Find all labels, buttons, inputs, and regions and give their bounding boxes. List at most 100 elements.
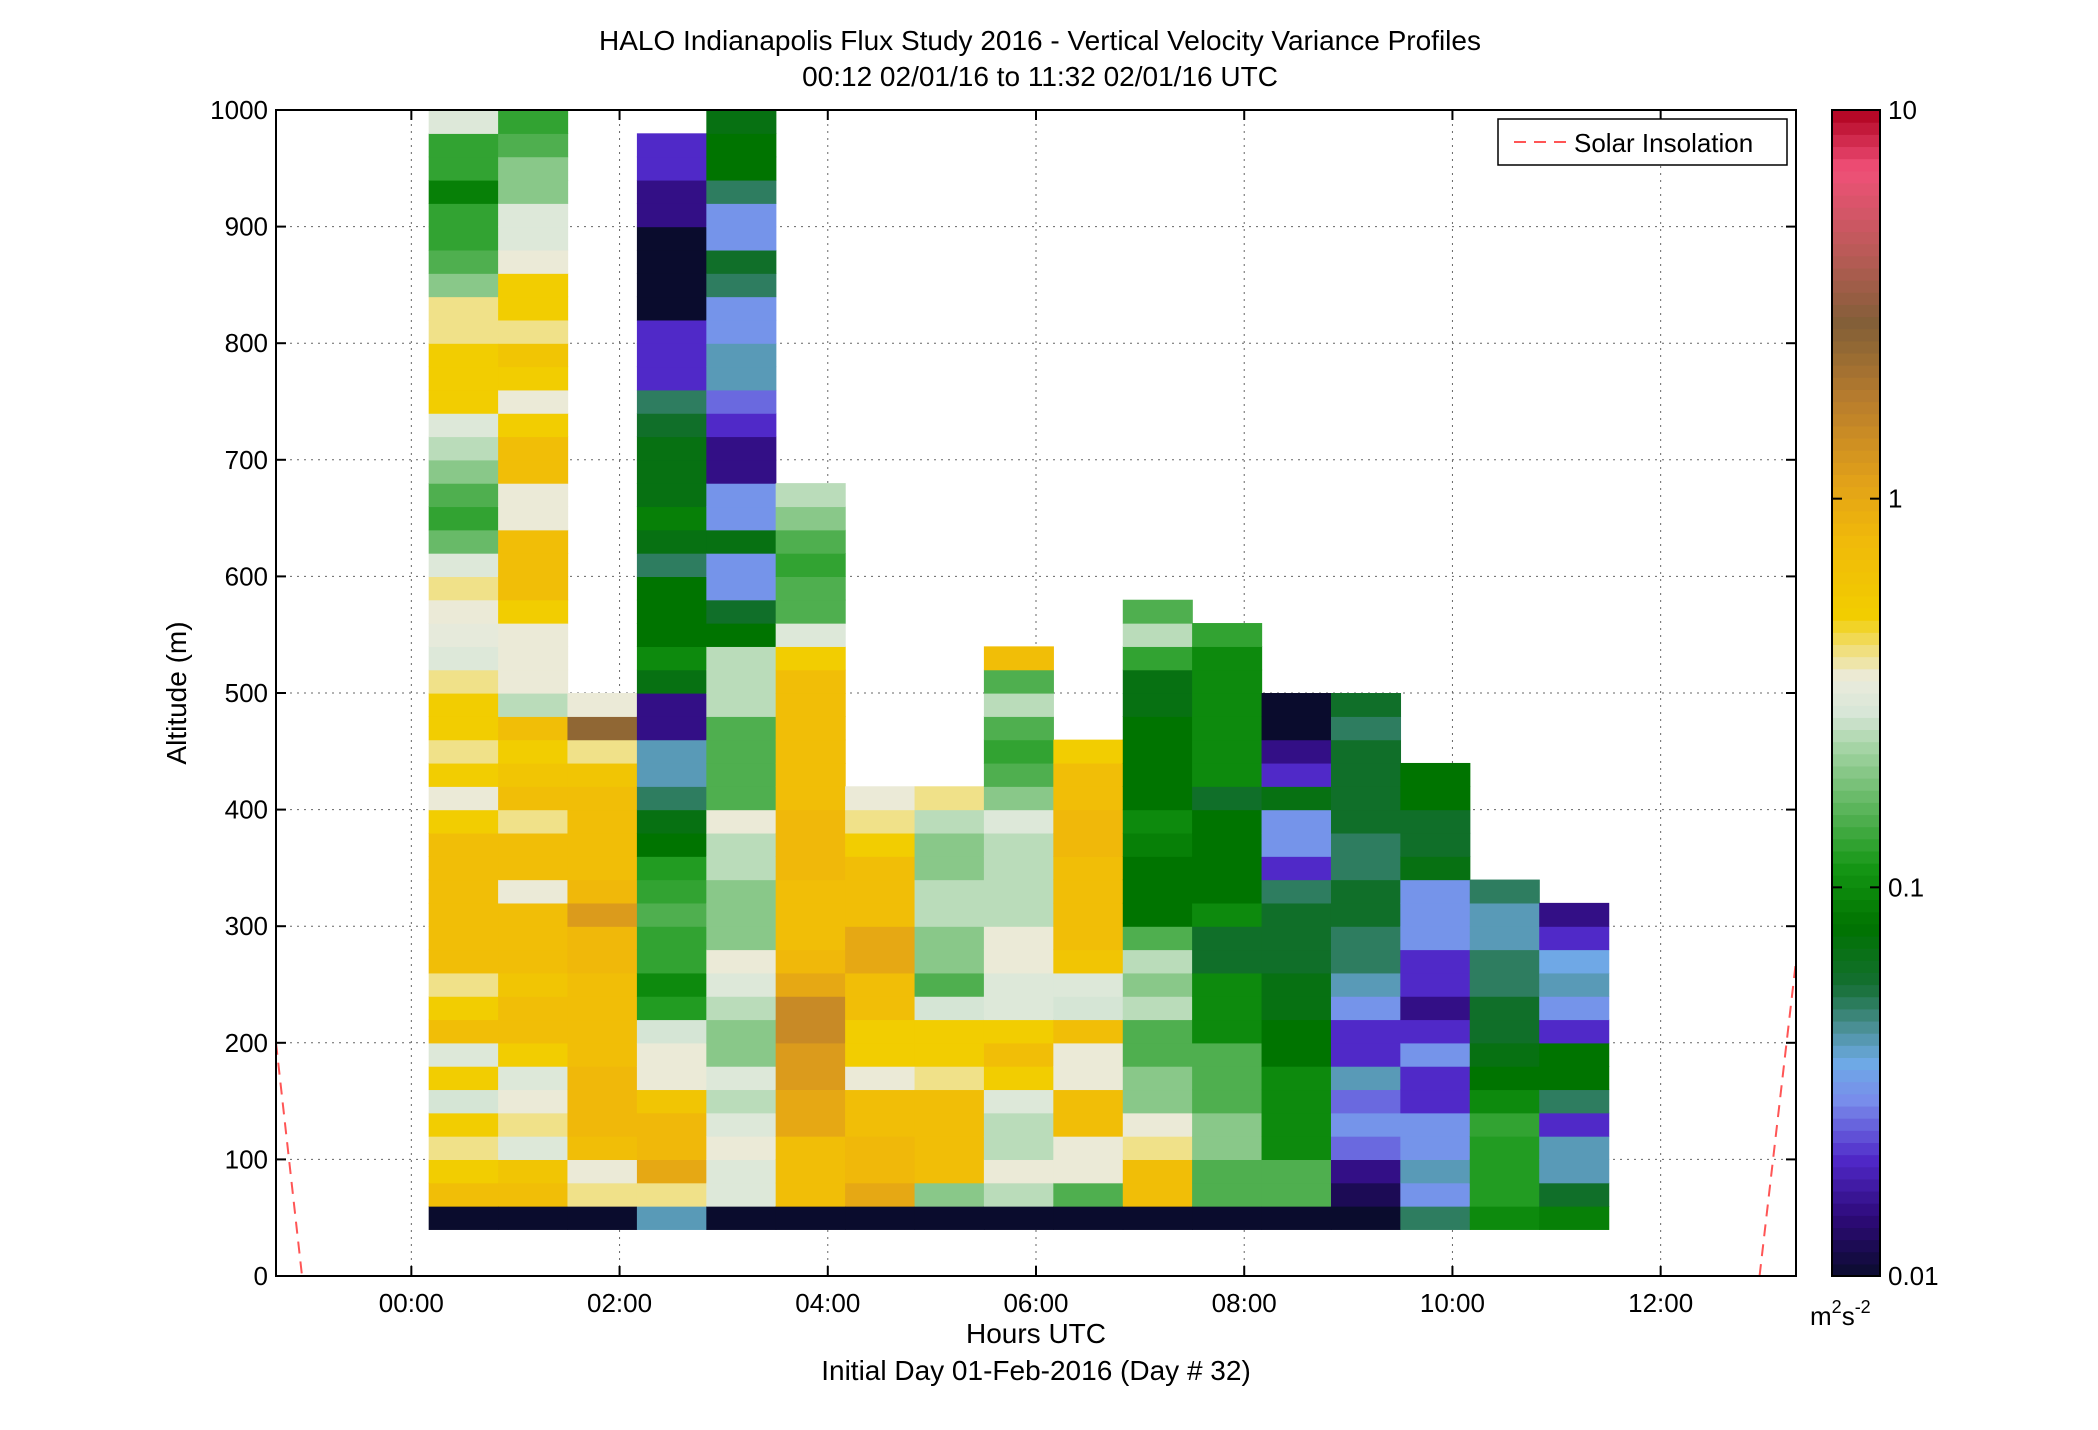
heatmap-cell-c5-r0 <box>775 1206 846 1230</box>
heatmap-cell-c4-r34 <box>706 413 777 438</box>
colorbar-segment-53 <box>1832 620 1880 633</box>
heatmap-cell-c2-r2 <box>567 1159 638 1184</box>
heatmap-cell-c13-r19 <box>1330 762 1402 787</box>
heatmap-cell-c4-r0 <box>706 1206 777 1230</box>
heatmap-cell-c0-r32 <box>428 459 499 484</box>
heatmap-cell-c6-r5 <box>845 1089 916 1114</box>
heatmap-cell-c6-r8 <box>845 1019 916 1044</box>
heatmap-cell-c3-r39 <box>636 296 707 321</box>
heatmap-cell-c2-r4 <box>567 1112 638 1137</box>
colorbar-segment-8 <box>1832 1166 1880 1180</box>
colorbar-segment-86 <box>1832 219 1880 233</box>
heatmap-cell-c6-r16 <box>845 832 916 857</box>
heatmap-cell-c1-r10 <box>498 972 569 997</box>
heatmap-cell-c9-r12 <box>1053 926 1124 951</box>
heatmap-cell-c7-r16 <box>914 832 985 857</box>
heatmap-cell-c11-r17 <box>1192 809 1263 834</box>
heatmap-cell-c0-r42 <box>428 226 499 251</box>
heatmap-cell-c4-r44 <box>706 179 777 204</box>
colorbar-segment-22 <box>1832 996 1880 1010</box>
colorbar-segment-4 <box>1832 1215 1880 1229</box>
colorbar-segment-78 <box>1832 316 1880 330</box>
y-tick-label-9: 900 <box>225 212 268 242</box>
heatmap-cell-c2-r16 <box>567 832 638 857</box>
heatmap-cell-c8-r11 <box>983 949 1054 974</box>
heatmap-cell-c14-r17 <box>1400 809 1471 834</box>
heatmap-cell-c4-r14 <box>706 879 777 904</box>
heatmap-cell-c4-r27 <box>706 576 777 601</box>
heatmap-cell-c8-r24 <box>983 646 1054 671</box>
heatmap-cell-c14-r14 <box>1400 879 1471 904</box>
heatmap-cell-c14-r5 <box>1400 1089 1471 1114</box>
colorbar-segment-83 <box>1832 255 1880 269</box>
y-tick-label-0: 0 <box>254 1261 268 1291</box>
heatmap-cell-c8-r14 <box>983 879 1054 904</box>
heatmap-cell-c0-r43 <box>428 203 499 228</box>
heatmap-cell-c10-r25 <box>1122 623 1193 647</box>
heatmap-cell-c4-r4 <box>706 1112 777 1137</box>
colorbar-segment-24 <box>1832 972 1880 986</box>
heatmap-cell-c2-r12 <box>567 926 638 951</box>
heatmap-cell-c16-r0 <box>1539 1206 1610 1230</box>
y-tick-label-7: 700 <box>225 445 268 475</box>
colorbar-segment-49 <box>1832 668 1880 682</box>
heatmap-cell-c3-r6 <box>636 1066 707 1091</box>
heatmap-cell-c3-r2 <box>636 1159 707 1184</box>
heatmap-cell-c1-r15 <box>498 856 569 881</box>
heatmap-cell-c0-r6 <box>428 1066 499 1091</box>
heatmap-cell-c6-r11 <box>845 949 916 974</box>
colorbar-segment-3 <box>1832 1227 1880 1241</box>
heatmap-cell-c16-r4 <box>1539 1112 1610 1137</box>
heatmap-cell-c4-r28 <box>706 553 777 577</box>
chart-subtitle: 00:12 02/01/16 to 11:32 02/01/16 UTC <box>802 61 1278 92</box>
heatmap-cell-c16-r10 <box>1539 972 1610 997</box>
heatmap-cell-c0-r37 <box>428 343 499 368</box>
heatmap-cell-c1-r47 <box>498 110 569 134</box>
heatmap-cell-c3-r42 <box>636 226 707 251</box>
heatmap-cell-c13-r15 <box>1330 856 1402 881</box>
heatmap-cell-c4-r43 <box>706 203 777 228</box>
heatmap-cell-c4-r20 <box>706 739 777 764</box>
heatmap-cell-c10-r17 <box>1122 809 1193 834</box>
colorbar-segment-47 <box>1832 693 1880 706</box>
colorbar-segment-63 <box>1832 498 1880 512</box>
heatmap-cell-c6-r17 <box>845 809 916 834</box>
y-tick-label-2: 200 <box>225 1028 268 1058</box>
heatmap-cell-c12-r17 <box>1261 809 1332 834</box>
heatmap-cell-c7-r7 <box>914 1042 985 1067</box>
colorbar-segment-56 <box>1832 583 1880 597</box>
heatmap-cell-c12-r5 <box>1261 1089 1332 1114</box>
colorbar-segment-94 <box>1832 122 1880 135</box>
heatmap-cell-c8-r2 <box>983 1159 1054 1184</box>
heatmap-cell-c12-r20 <box>1261 739 1332 764</box>
heatmap-cell-c3-r11 <box>636 949 707 974</box>
heatmap-cell-c15-r0 <box>1469 1206 1540 1230</box>
colorbar-segment-25 <box>1832 960 1880 973</box>
y-axis-ticks: 0 100 200 300 400 500 600 700 800 900 1000 <box>210 95 1796 1291</box>
colorbar-segment-64 <box>1832 486 1880 500</box>
heatmap-cell-c16-r3 <box>1539 1136 1610 1160</box>
heatmap-cell-c16-r6 <box>1539 1066 1610 1091</box>
heatmap-cell-c4-r36 <box>706 366 777 391</box>
heatmap-cell-c12-r1 <box>1261 1182 1332 1207</box>
heatmap-cell-c5-r3 <box>775 1136 846 1160</box>
heatmap-cell-c5-r29 <box>775 529 846 554</box>
colorbar-segment-58 <box>1832 559 1880 573</box>
heatmap-cell-c3-r28 <box>636 553 707 577</box>
heatmap-cell-c10-r24 <box>1122 646 1193 671</box>
colorbar-segment-29 <box>1832 911 1880 925</box>
heatmap-cell-c1-r11 <box>498 949 569 974</box>
heatmap-cell-c8-r1 <box>983 1182 1054 1207</box>
heatmap-cell-c0-r35 <box>428 389 499 414</box>
heatmap-cell-c3-r3 <box>636 1136 707 1160</box>
y-tick-label-8: 800 <box>225 328 268 358</box>
heatmap-cell-c4-r26 <box>706 599 777 624</box>
heatmap-cell-c7-r12 <box>914 926 985 951</box>
heatmap-cell-c1-r28 <box>498 553 569 577</box>
colorbar-segment-82 <box>1832 267 1880 281</box>
y-tick-label-3: 300 <box>225 911 268 941</box>
colorbar-segment-16 <box>1832 1069 1880 1083</box>
heatmap-cell-c1-r21 <box>498 716 569 741</box>
heatmap-cell-c12-r10 <box>1261 972 1332 997</box>
heatmap-cell-c10-r22 <box>1122 693 1193 717</box>
